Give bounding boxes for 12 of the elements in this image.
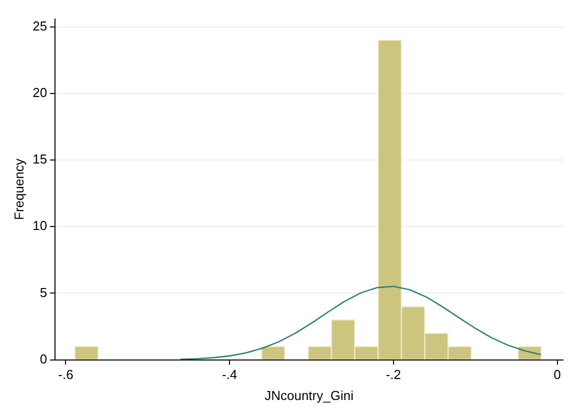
- x-tick-label: -.4: [222, 367, 238, 382]
- y-tick-label: 10: [32, 218, 48, 234]
- x-tick-label: -.2: [386, 367, 401, 382]
- x-tick-label: 0: [554, 367, 561, 382]
- y-axis-title: Frequency: [11, 158, 26, 220]
- x-tick-label: -.6: [58, 367, 74, 382]
- y-tick-label: 5: [40, 284, 48, 300]
- y-tick-label: 25: [32, 18, 48, 34]
- y-tick-label: 15: [32, 152, 48, 167]
- x-axis-title: JNcountry_Gini: [264, 388, 354, 403]
- y-tick-label: 0: [40, 351, 48, 366]
- y-tick-label: 20: [32, 84, 48, 100]
